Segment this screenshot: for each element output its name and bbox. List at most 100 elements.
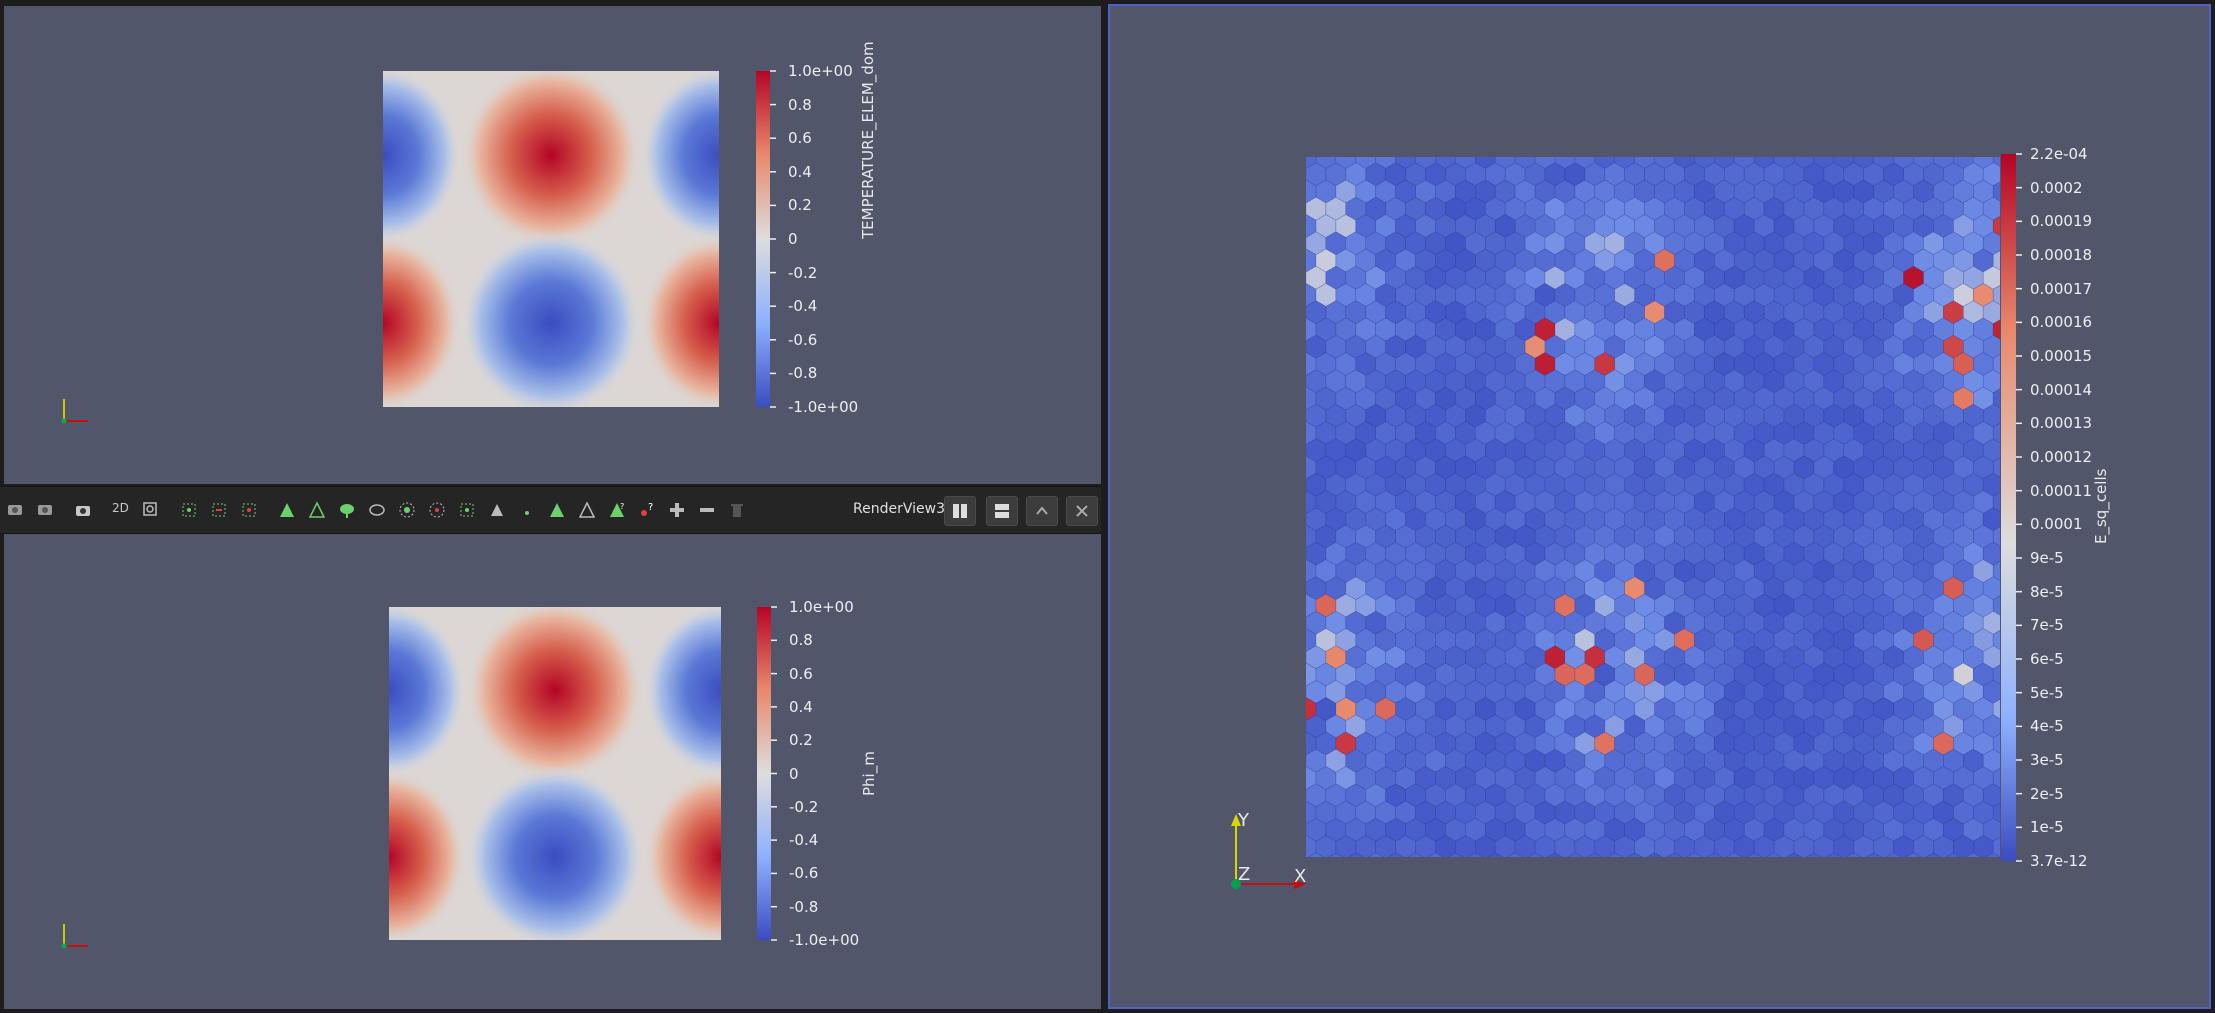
toggle-2d-3d[interactable]: 2D: [112, 501, 129, 515]
maximize-icon[interactable]: [1026, 496, 1058, 526]
colorbar-tick-label: -0.2: [788, 263, 818, 282]
mesh-cell: [1427, 852, 1444, 857]
mesh-cell: [1706, 852, 1723, 857]
axis-label-x: X: [1294, 866, 1307, 887]
colorbar-tick-label: 0.4: [788, 162, 812, 181]
colorbar-tick-label: 0.00019: [2030, 212, 2093, 231]
colorbar-tick-label: -0.4: [788, 297, 818, 316]
split-vertical-icon[interactable]: [986, 496, 1018, 526]
add-icon[interactable]: [664, 497, 690, 523]
colorbar-tick-label: 0.00012: [2030, 448, 2093, 466]
select-cells-through-icon[interactable]: [236, 497, 262, 523]
remove-icon[interactable]: [694, 497, 720, 523]
colorbar-tick-label: -0.8: [789, 897, 819, 916]
colorbar-tick-label: 2e-5: [2030, 784, 2064, 803]
colorbar-tick-label: 0.0002: [2030, 178, 2083, 197]
select-block-icon[interactable]: [334, 497, 360, 523]
delete-icon[interactable]: [724, 497, 750, 523]
mesh-cell: [1766, 852, 1782, 857]
colorbar-title: TEMPERATURE_ELEM_dom: [859, 41, 877, 239]
mesh-cell: [1308, 852, 1324, 857]
close-icon[interactable]: [1066, 496, 1098, 526]
probe-icon[interactable]: ?: [604, 497, 630, 523]
ruler-icon[interactable]: [574, 497, 600, 523]
colorbar-tick-label: 0: [788, 230, 798, 248]
mesh-cell: [1606, 852, 1623, 857]
mesh-cell: [1746, 852, 1763, 857]
mesh-cell: [1666, 852, 1683, 857]
colorbar-title: E_sq_cells: [2092, 468, 2110, 544]
hover-cells-icon[interactable]: [484, 497, 510, 523]
colorbar-tick-label: -1.0e+00: [788, 398, 859, 416]
render-view-top-left[interactable]: 1.0e+00 0.8 0.6 0.4 0.2 0 -0.2 -0.4 -0.6 -0.8 -1.0…: [4, 6, 1101, 484]
mesh-cell: [1905, 852, 1922, 857]
colorbar-tick-label: -0.2: [789, 797, 819, 816]
colorbar-gradient: [2001, 154, 2016, 861]
mesh-cell: [1845, 852, 1862, 857]
colorbar-tick-label: 8e-5: [2030, 582, 2064, 601]
mesh-cell: [1985, 852, 2000, 857]
colorbar-gradient: [757, 607, 771, 940]
mesh-cell: [1487, 852, 1504, 857]
colorbar-tick-label: 1e-5: [2030, 818, 2064, 837]
colorbar-tick-label: 0.0001: [2030, 515, 2083, 534]
colorbar-tick-label: 4e-5: [2030, 717, 2064, 736]
find-data-icon[interactable]: [424, 497, 450, 523]
interactive-select-icon[interactable]: [304, 497, 330, 523]
zoom-to-box-icon[interactable]: [138, 497, 164, 523]
colorbar-tick-label: -0.4: [789, 831, 819, 850]
render-view-bottom-left[interactable]: 1.0e+00 0.8 0.6 0.4 0.2 0 -0.2 -0.4 -0.6 -0.8 -1.0…: [4, 534, 1101, 1009]
shrink-selection-icon[interactable]: [394, 497, 420, 523]
mesh-cell: [1467, 852, 1484, 857]
mesh-cell: [1566, 852, 1583, 857]
mesh-cell: [1806, 852, 1822, 857]
probe-cells-icon[interactable]: ?: [634, 497, 660, 523]
colorbar-ticks: [2016, 153, 2022, 862]
e-sq-cells-plot: [1306, 157, 2000, 857]
mesh-cell: [1327, 852, 1344, 857]
mesh-cell: [1527, 852, 1543, 857]
colorbar-ticks: [771, 606, 777, 941]
colorbar-tick-label: 0.4: [789, 697, 813, 716]
colorbar-tick-label: 0.2: [789, 731, 813, 750]
mesh-cell: [1626, 852, 1643, 857]
colorbar-tick-label: 3e-5: [2030, 751, 2064, 769]
colorbar-tick-label: -0.6: [788, 330, 818, 349]
pick-center-icon[interactable]: [544, 497, 570, 523]
mesh-cell: [1447, 852, 1464, 857]
colorbar-tick-label: -0.8: [788, 364, 818, 383]
colorbar-tick-label: -0.6: [789, 864, 819, 883]
mesh-cell: [1925, 852, 1942, 857]
phi-field-plot: [389, 607, 721, 940]
colorbar-tick-label: 0.8: [789, 631, 813, 650]
mesh-cell: [1407, 852, 1424, 857]
select-cells-on-icon[interactable]: [176, 497, 202, 523]
hover-points-icon[interactable]: [454, 497, 480, 523]
colorbar-tick-label: 0.2: [788, 196, 812, 215]
split-horizontal-icon[interactable]: [944, 496, 976, 526]
colorbar-tick-label: 0: [789, 764, 799, 783]
colorbar-tick-label: 5e-5: [2030, 683, 2064, 702]
orientation-axes-icon: [61, 399, 88, 424]
reset-camera-closest-icon[interactable]: [32, 497, 58, 523]
mesh-cell: [1646, 852, 1663, 857]
select-points-on-icon[interactable]: [206, 497, 232, 523]
select-points-through-icon[interactable]: [274, 497, 300, 523]
colorbar-title: Phi_m: [860, 751, 878, 796]
reset-camera-icon[interactable]: [2, 497, 28, 523]
colorbar-tick-label: -1.0e+00: [789, 931, 860, 949]
svg-text:?: ?: [620, 502, 624, 511]
grow-selection-icon[interactable]: [364, 497, 390, 523]
colorbar-tick-label: 0.8: [788, 95, 812, 114]
orientation-axes-icon: [1231, 814, 1306, 889]
colorbar-tick-label: 0.00015: [2030, 347, 2093, 365]
colorbar-tick-label: 1.0e+00: [789, 598, 854, 616]
render-view-right[interactable]: Y Z X 2.2e-04 0.0002 0.00019 0.00018 0.00017…: [1108, 4, 2211, 1009]
capture-screenshot-icon[interactable]: [70, 497, 96, 523]
axis-label-y: Y: [1238, 810, 1249, 831]
edit-camera-icon[interactable]: [514, 497, 540, 523]
colorbar-tick-label: 0.6: [789, 664, 813, 683]
mesh-cell: [1865, 852, 1882, 857]
colorbar-tick-label: 0.00014: [2030, 380, 2093, 399]
mesh-cell: [1686, 852, 1703, 857]
